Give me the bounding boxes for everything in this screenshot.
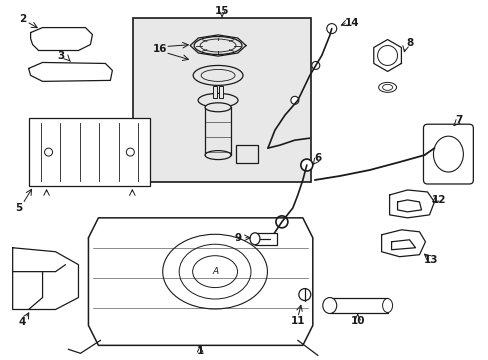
- Ellipse shape: [378, 82, 396, 92]
- Circle shape: [44, 148, 52, 156]
- Text: 16: 16: [153, 44, 167, 54]
- Circle shape: [377, 45, 397, 66]
- Text: 12: 12: [431, 195, 446, 205]
- Text: 3: 3: [57, 51, 64, 62]
- Text: 4: 4: [19, 318, 26, 328]
- Ellipse shape: [193, 66, 243, 85]
- Ellipse shape: [200, 39, 236, 52]
- Text: 13: 13: [424, 255, 438, 265]
- Ellipse shape: [204, 103, 230, 112]
- Ellipse shape: [198, 93, 238, 107]
- Ellipse shape: [204, 150, 230, 159]
- Ellipse shape: [192, 256, 237, 288]
- Text: 9: 9: [234, 233, 241, 243]
- Text: 14: 14: [344, 18, 358, 28]
- Text: 15: 15: [214, 6, 229, 15]
- Circle shape: [326, 24, 336, 33]
- Text: 10: 10: [350, 316, 364, 327]
- Ellipse shape: [382, 298, 392, 312]
- Ellipse shape: [179, 244, 250, 299]
- Bar: [236, 145, 258, 163]
- Text: 7: 7: [455, 115, 462, 125]
- Ellipse shape: [249, 233, 260, 245]
- Circle shape: [275, 216, 287, 228]
- Circle shape: [311, 62, 319, 69]
- Circle shape: [126, 148, 134, 156]
- Text: 6: 6: [313, 153, 321, 163]
- Text: 8: 8: [405, 37, 412, 48]
- FancyBboxPatch shape: [423, 124, 472, 184]
- Text: 5: 5: [15, 203, 22, 213]
- Bar: [329, 298, 387, 314]
- Ellipse shape: [201, 69, 235, 81]
- Ellipse shape: [194, 37, 242, 54]
- Bar: [254, 233, 276, 245]
- Bar: [219, 86, 223, 98]
- Text: A: A: [212, 267, 218, 276]
- Ellipse shape: [432, 136, 463, 172]
- Bar: [213, 86, 217, 98]
- Circle shape: [300, 159, 312, 171]
- Text: 2: 2: [19, 14, 26, 24]
- Circle shape: [298, 289, 310, 301]
- Text: 11: 11: [290, 316, 305, 327]
- Circle shape: [290, 96, 298, 104]
- Ellipse shape: [163, 234, 267, 309]
- Text: 1: 1: [196, 346, 203, 356]
- Ellipse shape: [382, 84, 392, 90]
- Bar: [29, 118, 150, 186]
- Bar: [133, 18, 310, 182]
- Ellipse shape: [322, 298, 336, 314]
